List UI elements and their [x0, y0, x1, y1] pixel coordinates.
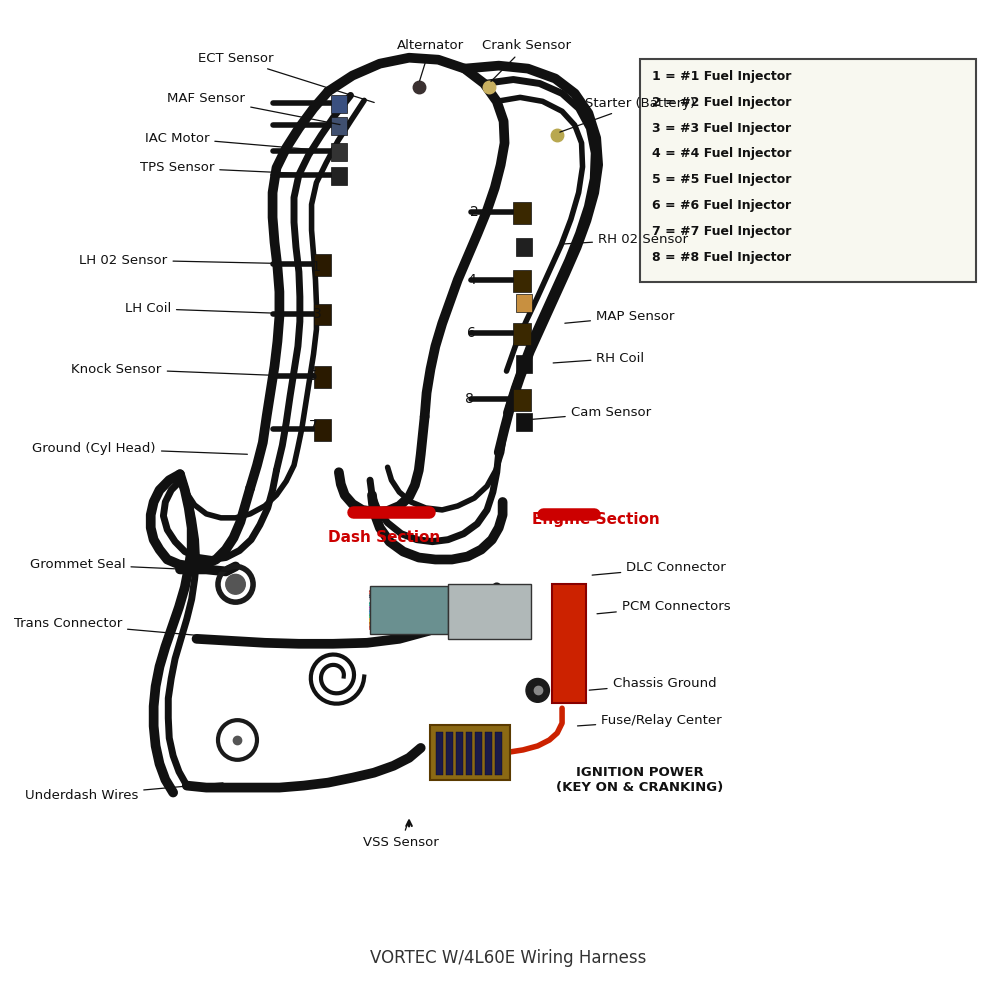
Text: VSS Sensor: VSS Sensor [363, 822, 439, 849]
Bar [370, 586, 448, 634]
Text: TPS Sensor: TPS Sensor [140, 161, 325, 175]
Bar [446, 732, 453, 775]
Text: Cam Sensor: Cam Sensor [519, 406, 651, 420]
Text: MAF Sensor: MAF Sensor [167, 92, 340, 125]
Text: Crank Sensor: Crank Sensor [482, 39, 571, 82]
Bar [331, 117, 347, 135]
Circle shape [526, 679, 549, 702]
Text: Underdash Wires: Underdash Wires [25, 783, 223, 802]
Bar [331, 167, 347, 185]
Bar [314, 366, 331, 388]
Bar [466, 732, 472, 775]
Text: 6: 6 [467, 326, 476, 340]
Text: 8 = #8 Fuel Injector: 8 = #8 Fuel Injector [652, 251, 791, 264]
Bar [513, 202, 531, 224]
Bar [475, 732, 482, 775]
Bar [430, 725, 510, 780]
Circle shape [226, 574, 245, 594]
Text: IGNITION POWER
(KEY ON & CRANKING): IGNITION POWER (KEY ON & CRANKING) [556, 766, 724, 794]
Text: Dash Section: Dash Section [328, 530, 440, 545]
Text: 1: 1 [311, 260, 320, 274]
Text: 7: 7 [309, 419, 318, 433]
Text: 3: 3 [313, 307, 322, 321]
Text: 6 = #6 Fuel Injector: 6 = #6 Fuel Injector [652, 199, 791, 212]
Text: RH Coil: RH Coil [553, 352, 645, 365]
Text: 5: 5 [309, 369, 318, 383]
Text: Alternator: Alternator [397, 39, 464, 81]
Text: 7 = #7 Fuel Injector: 7 = #7 Fuel Injector [652, 225, 791, 238]
Text: 5 = #5 Fuel Injector: 5 = #5 Fuel Injector [652, 173, 791, 186]
Text: VORTEC W/4L60E Wiring Harness: VORTEC W/4L60E Wiring Harness [370, 949, 647, 967]
Text: MAP Sensor: MAP Sensor [565, 310, 674, 323]
Bar [436, 732, 443, 775]
Bar [513, 270, 531, 292]
Text: Fuse/Relay Center: Fuse/Relay Center [578, 714, 722, 727]
Bar [314, 419, 331, 440]
Text: DLC Connector: DLC Connector [592, 561, 726, 575]
Text: 2 = #2 Fuel Injector: 2 = #2 Fuel Injector [652, 96, 791, 109]
Text: 2: 2 [470, 205, 479, 219]
Text: 3 = #3 Fuel Injector: 3 = #3 Fuel Injector [652, 122, 791, 135]
Text: Engine Section: Engine Section [532, 512, 660, 527]
Text: RH 02 Sensor: RH 02 Sensor [563, 233, 688, 246]
Bar [331, 143, 347, 161]
Bar [448, 584, 531, 639]
Bar [485, 732, 492, 775]
Text: Ground (Cyl Head): Ground (Cyl Head) [32, 442, 247, 455]
Bar [331, 95, 347, 113]
Bar [314, 254, 331, 276]
Text: 1 = #1 Fuel Injector: 1 = #1 Fuel Injector [652, 70, 791, 83]
Bar [314, 304, 331, 325]
Text: LH Coil: LH Coil [125, 302, 283, 315]
Text: 4 = #4 Fuel Injector: 4 = #4 Fuel Injector [652, 147, 791, 160]
Text: 8: 8 [465, 392, 474, 406]
Text: Knock Sensor: Knock Sensor [71, 363, 289, 376]
Bar [513, 323, 531, 345]
Bar [495, 732, 502, 775]
Text: PCM Connectors: PCM Connectors [597, 600, 730, 614]
Bar [516, 413, 532, 431]
Text: LH 02 Sensor: LH 02 Sensor [79, 254, 301, 267]
Bar [513, 389, 531, 411]
Bar [640, 59, 976, 282]
Text: Chassis Ground: Chassis Ground [589, 677, 716, 690]
Text: 4: 4 [467, 273, 476, 287]
Text: ECT Sensor: ECT Sensor [198, 52, 374, 102]
Text: Starter (Battery): Starter (Battery) [560, 97, 695, 132]
Bar [516, 355, 532, 373]
Bar [516, 294, 532, 312]
Bar [456, 732, 463, 775]
Bar [552, 584, 586, 703]
Bar [516, 238, 532, 256]
Text: Grommet Seal: Grommet Seal [30, 558, 231, 571]
Text: Trans Connector: Trans Connector [14, 617, 211, 637]
Text: IAC Motor: IAC Motor [145, 132, 325, 151]
